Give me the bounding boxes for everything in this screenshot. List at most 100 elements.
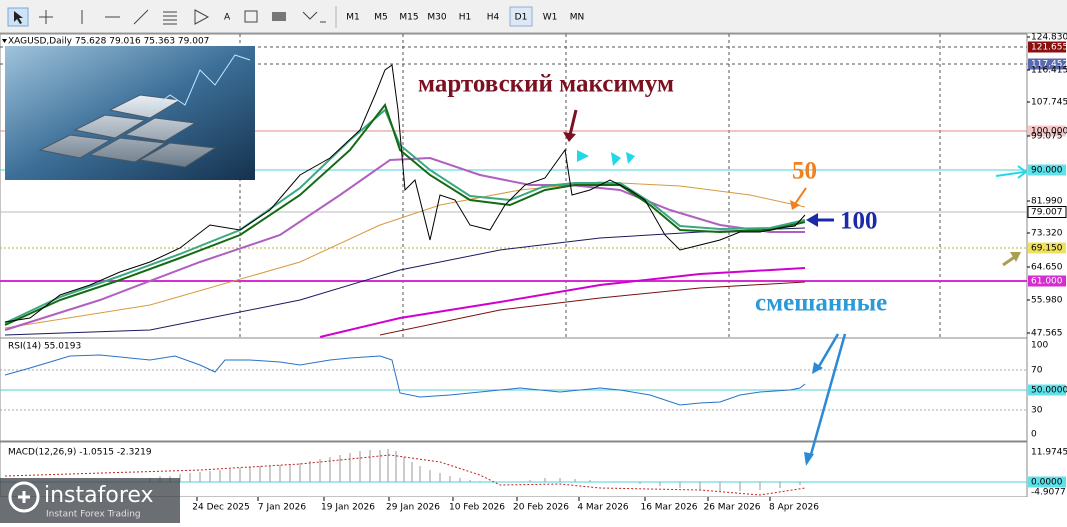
price-label: 100.000: [1031, 127, 1067, 137]
price-label-box: [1028, 164, 1066, 176]
rsi-axis-label: 0: [1031, 430, 1037, 440]
ma-purple: [4, 156, 805, 331]
price-label-box: [1028, 41, 1066, 53]
price-label: 47.565: [1031, 329, 1063, 339]
channel-tool[interactable]: [194, 9, 210, 25]
timeframe-button[interactable]: D1: [515, 13, 528, 23]
price-label: 81.990: [1031, 197, 1063, 207]
logo-mark: [8, 481, 40, 513]
annotation-50: 50: [792, 158, 817, 185]
date-label: 16 Mar 2026: [640, 503, 697, 513]
arrows-tool[interactable]: [302, 11, 326, 23]
photo-chart: [149, 54, 251, 111]
date-label: 10 Feb 2026: [449, 503, 505, 513]
rsi-axis-label: 70: [1031, 366, 1043, 376]
silver-bars: [38, 94, 217, 168]
logo: instaforex Instant Forex Trading: [0, 478, 180, 523]
price-label: 73.320: [1031, 229, 1063, 239]
date-label: 4 Mar 2026: [577, 503, 629, 513]
annotation-mixed: смешанные: [755, 290, 887, 317]
date-label: 20 Feb 2026: [513, 503, 569, 513]
arrow-head: [1010, 252, 1021, 262]
macd-axis-label: 11.9745: [1031, 448, 1067, 458]
timeframe-button[interactable]: M30: [427, 13, 446, 23]
arrows: [808, 333, 847, 459]
date-label: 8 Apr 2026: [769, 503, 819, 513]
crosshair-tool[interactable]: [39, 10, 53, 24]
logo-name: instaforex: [44, 483, 154, 508]
macd-signal: [4, 454, 806, 496]
price-label-box: [1028, 242, 1066, 254]
arrow-head: [790, 200, 800, 210]
price-label: 90.000: [1031, 166, 1063, 176]
date-label: 19 Jan 2026: [321, 503, 375, 513]
timeframe-button[interactable]: M5: [374, 13, 388, 23]
timeframe-button[interactable]: MN: [570, 13, 585, 23]
price-label-box: [1028, 275, 1066, 287]
date-label: 26 Mar 2026: [703, 503, 760, 513]
active-timeframe: [509, 6, 533, 27]
rsi-panel: RSI(14) 55.0193: [0, 337, 1028, 442]
annotation-100: 100: [840, 208, 878, 235]
arrow-head: [563, 132, 576, 142]
logo-mark: [18, 491, 30, 503]
price-label-box: [1028, 125, 1066, 137]
price-label: 121.655: [1031, 43, 1067, 53]
price-label: 107.745: [1031, 98, 1067, 108]
trendline-tool[interactable]: [133, 9, 149, 25]
timeframe-button[interactable]: H4: [487, 13, 500, 23]
macd-label-box: [1028, 476, 1066, 488]
macd-label: MACD(12,26,9) -1.0515 -2.3219: [8, 448, 152, 458]
price-line: [4, 64, 806, 323]
date-label: 7 Jan 2026: [258, 503, 306, 513]
timeframe-button[interactable]: H1: [459, 13, 472, 23]
price-label: 99.075: [1031, 132, 1063, 142]
price-label: 117.452: [1031, 60, 1067, 70]
rsi-line: [4, 354, 806, 406]
price-label: 64.650: [1031, 263, 1063, 273]
rsi-axis: 100 70 50.0000 30 0: [1028, 341, 1067, 440]
annotation-march-high: мартовский максимум: [418, 71, 674, 98]
text-tool[interactable]: A: [224, 13, 231, 23]
rsi-label: RSI(14) 55.0193: [8, 342, 81, 352]
timeframe-button[interactable]: M15: [399, 13, 418, 23]
macd-axis-label: -4.9077: [1031, 488, 1066, 498]
ma-magenta: [319, 267, 806, 338]
rsi-axis-label: 30: [1031, 406, 1043, 416]
timeframes: M1 M5 M15 M30 H1 H4 D1 W1 MN: [346, 13, 584, 23]
macd-panel: MACD(12,26,9) -1.0515 -2.3219: [0, 441, 1028, 498]
timeframe-button[interactable]: M1: [346, 13, 360, 23]
price-label: 116.415: [1031, 66, 1067, 76]
arrow: [568, 109, 578, 136]
logo-tagline: Instant Forex Trading: [46, 510, 141, 520]
rsi-label-box: [1028, 384, 1066, 396]
fibo-tool[interactable]: [163, 11, 177, 25]
price-label: 124.830: [1031, 33, 1067, 43]
price-label: 79.007: [1031, 208, 1063, 218]
ma-green: [4, 102, 806, 326]
timeframe-button[interactable]: W1: [543, 13, 558, 23]
toolbar: A M1 M5 M15 M30 H1 H4 D1 W1 MN: [0, 0, 1067, 34]
symbol-header: XAGUSD,Daily 75.628 79.016 75.363 79.007: [8, 37, 209, 47]
price-label: 55.980: [1031, 296, 1063, 306]
shape-tool[interactable]: [272, 12, 286, 21]
header-caret: [2, 39, 7, 43]
rsi-axis-label: 50.0000: [1031, 386, 1067, 396]
macd-axis: 11.9745 0.0000-4.9077: [1028, 448, 1067, 498]
macd-axis-label: 0.0000: [1031, 478, 1063, 488]
cursor-icon: [14, 11, 23, 24]
date-axis: 24 Dec 2025 7 Jan 2026 19 Jan 2026 29 Jan 2…: [192, 497, 819, 513]
price-axis-bg: [1028, 34, 1067, 497]
ma-navy: [4, 227, 806, 336]
price-label: 69.150: [1031, 244, 1063, 254]
cyan-arrow: [995, 165, 1028, 179]
ma-teal: [4, 108, 806, 324]
price-label-box: [1027, 206, 1067, 218]
date-label: 24 Dec 2025: [192, 503, 250, 513]
arrow-head: [806, 213, 818, 227]
price-label: 61.000: [1031, 277, 1063, 287]
label-tool[interactable]: [244, 10, 258, 23]
toolbar-bg: [0, 0, 1067, 33]
